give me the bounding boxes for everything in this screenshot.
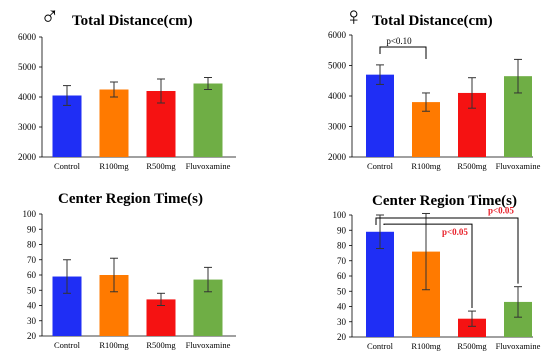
category-label: Fluvoxamine — [186, 161, 231, 171]
bar-control — [366, 231, 394, 337]
y-tick-label: 90 — [27, 224, 37, 234]
y-tick-label: 3000 — [18, 122, 37, 132]
significance-label: p<0.05 — [442, 227, 468, 237]
bar-r100mg — [99, 89, 129, 157]
y-tick-label: 100 — [23, 209, 37, 219]
y-tick-label: 20 — [337, 332, 347, 342]
y-tick-label: 6000 — [328, 30, 347, 40]
category-label: R500mg — [146, 161, 176, 171]
y-tick-label: 90 — [337, 225, 347, 235]
y-tick-label: 80 — [337, 241, 347, 251]
y-tick-label: 40 — [27, 301, 37, 311]
chart-male-total-distance: ♂ Total Distance(cm) 2000 3000 4000 5000 600… — [18, 2, 236, 171]
female-symbol: ♀ — [344, 2, 364, 31]
y-tick-label: 70 — [27, 255, 37, 265]
category-label: Control — [367, 341, 394, 351]
y-tick-label: 2000 — [328, 152, 347, 162]
y-tick-label: 20 — [27, 331, 37, 341]
chart-title: Center Region Time(s) — [372, 193, 517, 209]
y-tick-label: 80 — [27, 240, 37, 250]
category-label: R500mg — [146, 340, 176, 350]
y-tick-label: 60 — [27, 270, 37, 280]
category-label: Control — [54, 161, 81, 171]
y-tick-label: 50 — [27, 285, 37, 295]
y-tick-label: 5000 — [328, 61, 347, 71]
chart-male-center-region-time: Center Region Time(s) 20 30 40 50 60 70 80 90 10… — [23, 191, 236, 350]
category-label: Control — [367, 161, 394, 171]
significance-bracket — [379, 46, 427, 59]
significance-bracket — [375, 217, 519, 284]
y-tick-label: 50 — [337, 286, 347, 296]
category-label: R100mg — [411, 161, 441, 171]
significance-bracket — [383, 223, 473, 309]
category-label: Control — [54, 340, 81, 350]
y-tick-label: 100 — [333, 210, 347, 220]
category-label: R500mg — [457, 161, 487, 171]
chart-title: Total Distance(cm) — [72, 13, 193, 29]
category-label: R500mg — [457, 341, 487, 351]
male-symbol: ♂ — [40, 2, 60, 31]
chart-title: Center Region Time(s) — [58, 191, 203, 207]
category-label: R100mg — [99, 161, 129, 171]
y-tick-label: 30 — [337, 317, 347, 327]
category-label: Fluvoxamine — [496, 341, 541, 351]
category-label: Fluvoxamine — [186, 340, 231, 350]
category-label: R100mg — [411, 341, 441, 351]
category-label: Fluvoxamine — [496, 161, 541, 171]
y-tick-label: 30 — [27, 316, 37, 326]
y-tick-label: 4000 — [328, 91, 347, 101]
y-tick-label: 4000 — [18, 92, 37, 102]
bar-fluvoxamine — [193, 83, 223, 157]
significance-label: p<0.05 — [488, 205, 514, 215]
chart-title: Total Distance(cm) — [372, 13, 493, 29]
bar-control — [366, 74, 394, 157]
chart-female-total-distance: ♀ Total Distance(cm) 2000 3000 4000 5000 600… — [328, 2, 541, 171]
y-tick-label: 70 — [337, 256, 347, 266]
y-tick-label: 3000 — [328, 122, 347, 132]
bar-r500mg — [458, 318, 486, 337]
y-tick-label: 2000 — [18, 152, 37, 162]
chart-female-center-region-time: Center Region Time(s) 20 30 40 50 60 70 80 90 10… — [333, 193, 541, 351]
y-tick-label: 60 — [337, 271, 347, 281]
category-label: R100mg — [99, 340, 129, 350]
y-tick-label: 40 — [337, 302, 347, 312]
significance-label: p<0.10 — [386, 36, 412, 46]
y-tick-label: 6000 — [18, 32, 37, 42]
y-tick-label: 5000 — [18, 62, 37, 72]
